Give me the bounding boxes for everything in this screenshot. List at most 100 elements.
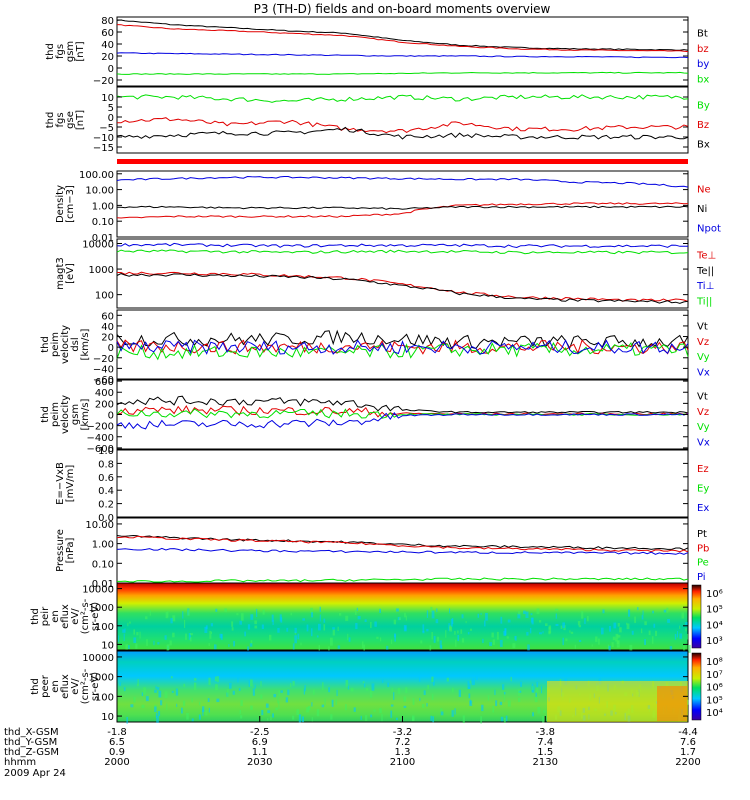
spectrogram-pixel [337,626,339,632]
y-tick-label: 10.00 [85,520,114,531]
spectrogram-pixel [500,616,503,624]
spectrogram-pixel [216,698,220,702]
spectrogram-pixel [181,707,183,714]
y-tick-label: 40 [101,40,114,51]
spectrogram-pixel [555,608,559,612]
spectrogram-pixel [477,613,480,618]
panel-frame [116,582,689,651]
spectrogram-pixel [634,616,636,623]
spectrogram-pixel [286,627,289,632]
spectrogram-pixel [156,687,160,691]
spectrogram-pixel [542,631,544,634]
spectrogram-pixel [183,683,186,687]
spectrogram-pixel [345,680,349,687]
y-axis-label-line: dsl [70,337,81,351]
spectrogram-pixel [316,709,320,717]
spectrogram-pixel [207,698,210,703]
spectrogram-pixel [615,638,618,642]
spectrogram-pixel [537,706,541,714]
spectrogram-pixel [329,637,333,646]
x-tick-label: 2130 [533,757,558,768]
spectrogram-pixel [663,609,667,613]
y-axis-label-line: fgs [55,112,66,127]
y-tick-label: 100 [95,291,114,302]
y-tick-label: 10000 [82,585,114,596]
spectrogram-pixel [539,632,542,635]
y-axis-label-line: thd [30,608,41,625]
spectrogram-pixel [433,635,436,643]
y-axis-label-line: peim [50,332,61,357]
colorbar-scale [691,584,702,649]
y-tick-label: 100 [95,692,114,703]
series-line-Npot [116,175,689,188]
spectrogram-pixel [158,690,162,698]
spectrogram-pixel [194,678,197,681]
spectrogram-pixel [226,688,229,697]
x-row-label: thd_Y-GSM [4,737,57,748]
spectrogram-pixel [390,710,393,718]
spectrogram-pixel [294,631,297,635]
spectrogram-pixel [640,628,643,634]
spectrogram-pixel [171,690,174,693]
spectrogram-pixel [287,689,290,696]
spectrogram-pixel [292,681,295,686]
panel-7: 1.0 0.8 0.6 0.4 0.2 0.0 E=−VxB[mV/m] Ez Ey Ex [55,446,709,524]
spectrogram-pixel [503,694,506,702]
y-tick-label: 0.0 [98,513,114,524]
spectrogram-pixel [294,635,297,644]
x-tick-label: -2.5 [250,727,270,738]
x-axis-annotation: -1.86.50.92000-2.56.91.12030-3.27.21.321… [4,716,701,768]
spectrogram-pixel [460,629,463,634]
legend-Vz: Vz [697,337,709,348]
spectrogram-pixel [241,613,244,621]
spectrogram-pixel [323,618,326,623]
spectrogram-pixel [423,690,426,696]
spectrogram-pixel [510,676,512,682]
spectrogram-pixel [187,609,190,616]
legend-Pt: Pt [697,529,707,540]
spectrogram-pixel [381,679,384,683]
spectrogram-pixel [430,606,433,613]
spectrogram-pixel [471,678,475,686]
y-tick-label: 0 [108,411,114,422]
spectrogram-pixel [353,707,356,712]
spectrogram-pixel [220,634,223,640]
spectrogram-pixel [426,703,428,707]
y-tick-label: 20 [101,52,114,63]
spectrogram-pixel [311,702,313,707]
spectrogram-pixel [294,627,297,634]
spectrogram-pixel [506,636,509,639]
spectrogram-pixel [390,704,394,707]
spectrogram-pixel [267,710,271,714]
spectrogram-pixel [398,617,401,621]
spectrogram-pixel [481,704,484,712]
y-axis-label: thdpeimvelocitygsm[km/s] [40,395,91,434]
y-tick-label: 10 [101,712,114,723]
x-tick-label: 6.5 [109,737,125,748]
spectrogram-pixel [411,715,415,721]
spectrogram-pixel [160,700,163,706]
spectrogram-pixel [542,715,545,723]
spectrogram-pixel [641,615,644,620]
spectrogram-pixel [247,646,250,651]
spectrogram-pixel [133,629,136,635]
spectrogram-pixel [562,637,564,646]
y-tick-label: 100.00 [79,170,114,181]
y-tick-label: 1000 [89,603,114,614]
spectrogram-pixel [157,642,160,645]
x-tick-label: 1.7 [680,747,696,758]
spectrogram-pixel [357,615,361,620]
spectrogram-pixel [612,636,616,641]
spectrogram-pixel [496,631,499,640]
x-tick-label: 2000 [104,757,129,768]
spectrogram-pixel [565,638,568,642]
spectrogram-pixel [135,643,138,649]
panel-10: 10⁸10⁷10⁶10⁵10⁴10000100010010thdpeerenef… [30,650,723,724]
colorbar-scale [691,652,702,721]
spectrogram-pixel [260,694,263,699]
y-tick-label: 0.6 [98,473,114,484]
spectrogram-pixel [432,678,435,686]
spectrogram-pixel [228,644,230,647]
spectrogram-pixel [145,696,149,702]
